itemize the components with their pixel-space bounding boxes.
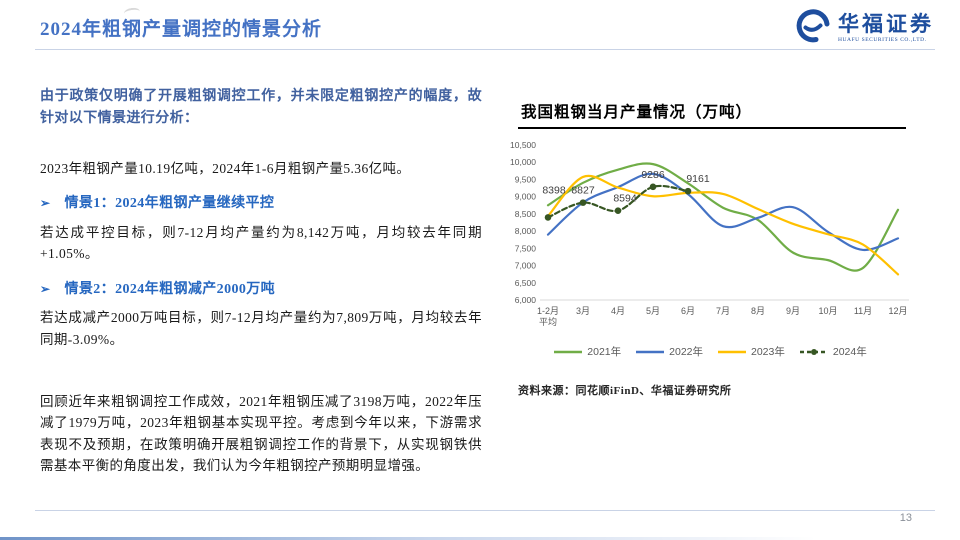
- legend-line-swatch: [718, 350, 746, 353]
- y-axis-tick: 9,000: [515, 192, 537, 202]
- production-line-chart: 10,500 10,000 9,500 9,000 8,500 8,000 7,500 7,0…: [510, 140, 909, 327]
- x-axis-tick: 7月: [716, 306, 730, 316]
- x-axis-tick: 10月: [818, 306, 837, 316]
- data-label: 9286: [641, 169, 665, 181]
- x-axis-tick: 12月: [888, 306, 907, 316]
- series-line-2022年: [546, 172, 900, 252]
- production-facts-paragraph: 2023年粗钢产量10.19亿吨，2024年1-6月粗钢产量5.36亿吨。: [40, 160, 411, 176]
- legend-line-swatch: [636, 350, 665, 353]
- data-label: 8827: [571, 185, 595, 197]
- legend-item-2023年: 2023年: [717, 344, 785, 359]
- scenario1-body: 若达成平控目标，则7-12月均产量约为8,142万吨，月均较去年同期+1.05%…: [40, 224, 482, 262]
- data-label: 8398: [542, 184, 566, 196]
- x-axis-tick: 平均: [539, 316, 557, 327]
- scenario1-heading: ➢ 情景1：2024年粗钢产量继续平控: [40, 193, 482, 215]
- page-title: 2024年粗钢产量调控的情景分析: [40, 19, 323, 40]
- analysis-text-panel: 由于政策仅明确了开展粗钢调控工作，并未限定粗钢控产的幅度，故针对以下情景进行分析…: [40, 86, 482, 477]
- chart-source-note: 资料来源：同花顺iFinD、华福证券研究所: [518, 385, 732, 397]
- y-axis-tick: 8,000: [515, 226, 537, 236]
- huafu-logo-icon: [795, 8, 831, 49]
- y-axis-tick: 10,000: [510, 157, 536, 167]
- legend-label: 2024年: [832, 346, 867, 358]
- series-marker: [579, 199, 587, 206]
- data-label: 8594: [613, 193, 637, 205]
- legend-item-2024年: 2024年: [799, 344, 867, 359]
- series-marker: [649, 183, 657, 191]
- chart-title: 我国粗钢当月产量情况（万吨）: [521, 104, 753, 121]
- arrow-bullet-icon: ➢: [40, 281, 51, 296]
- x-axis-tick: 5月: [646, 306, 660, 316]
- legend-label: 2022年: [669, 346, 703, 358]
- series-marker: [684, 187, 692, 195]
- logo-company-name: 华福证券: [838, 11, 934, 36]
- chart-title-underline: [518, 127, 906, 129]
- closing-paragraph: 回顾近年来粗钢调控工作成效，2021年粗钢压减了3198万吨，2022年压减了1…: [40, 393, 482, 474]
- legend-item-2022年: 2022年: [635, 344, 703, 359]
- x-axis-tick: 3月: [576, 306, 590, 316]
- logo-company-subtitle: HUAFU SECURITIES CO.,LTD.: [838, 36, 927, 43]
- data-label: 9161: [686, 173, 710, 185]
- bottom-accent-strip: [0, 537, 960, 540]
- y-axis-tick: 8,500: [515, 209, 537, 219]
- y-axis-tick: 7,000: [515, 261, 537, 271]
- y-axis-tick: 9,500: [515, 174, 537, 184]
- crude-steel-chart: 10,500 10,000 9,500 9,000 8,500 8,000 7,500 7,0…: [502, 134, 917, 340]
- y-axis-tick: 6,000: [515, 295, 537, 305]
- header-divider: [35, 49, 935, 50]
- page-number: 13: [899, 512, 912, 524]
- series-marker: [544, 214, 552, 221]
- intro-paragraph: 由于政策仅明确了开展粗钢调控工作，并未限定粗钢控产的幅度，故针对以下情景进行分析…: [40, 89, 482, 127]
- x-axis-tick: 1-2月: [537, 306, 559, 316]
- y-axis-tick: 6,500: [515, 278, 537, 288]
- arrow-bullet-icon: ➢: [40, 196, 51, 211]
- legend-line-swatch: [554, 350, 583, 353]
- scenario2-title: 情景2：2024年粗钢减产2000万吨: [64, 281, 276, 297]
- scenario1-title: 情景1：2024年粗钢产量继续平控: [64, 196, 275, 212]
- x-axis-tick: 9月: [786, 306, 800, 316]
- x-axis-tick: 4月: [611, 306, 625, 316]
- footer-divider: [35, 510, 935, 511]
- y-axis-tick: 10,500: [510, 140, 536, 150]
- x-axis-tick: 6月: [681, 306, 695, 316]
- series-line-2023年: [546, 174, 900, 276]
- legend-item-2021年: 2021年: [553, 344, 621, 359]
- series-line-2021年: [546, 162, 900, 272]
- company-logo: 华福证券 HUAFU SECURITIES CO.,LTD.: [795, 8, 934, 49]
- legend-label: 2021年: [587, 346, 622, 358]
- x-axis-tick: 11月: [854, 306, 872, 316]
- scenario2-body: 若达成减产2000万吨目标，则7-12月均产量约为7,809万吨，月均较去年同期…: [40, 310, 482, 347]
- legend-label: 2023年: [751, 346, 785, 358]
- chart-legend: 2021年 2022年 2023年 2024年: [505, 344, 915, 359]
- scenario2-heading: ➢ 情景2：2024年粗钢减产2000万吨: [40, 279, 482, 301]
- y-axis-tick: 7,500: [515, 243, 537, 253]
- legend-line-swatch: [799, 348, 828, 355]
- x-axis-tick: 8月: [751, 306, 765, 316]
- series-marker: [614, 207, 622, 214]
